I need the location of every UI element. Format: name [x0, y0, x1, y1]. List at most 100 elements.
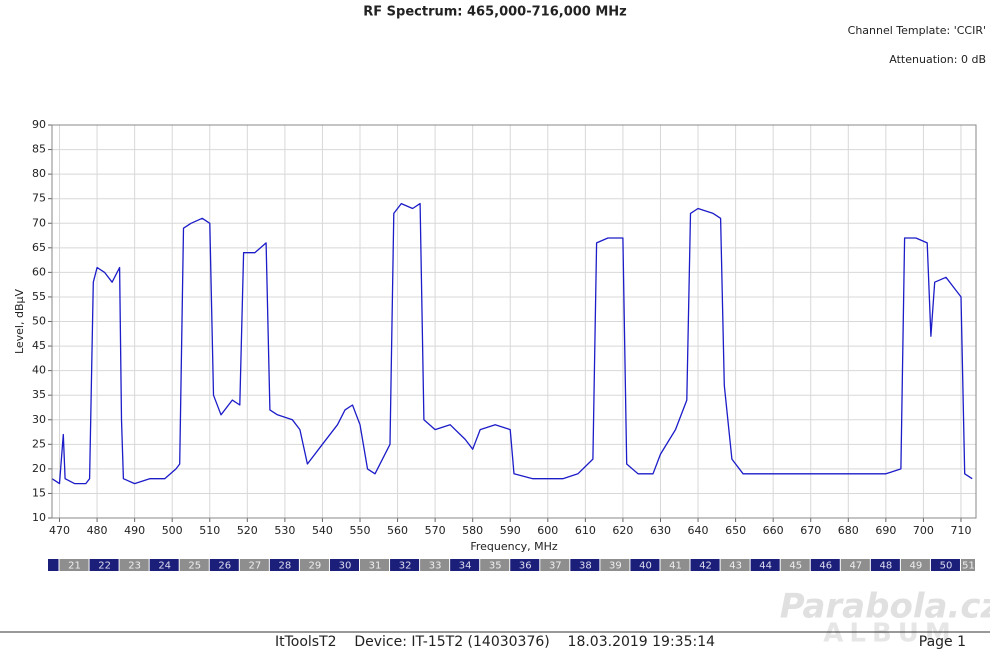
y-tick-label: 15 [32, 486, 46, 499]
y-tick-label: 80 [32, 167, 46, 180]
channel-cell [269, 559, 299, 571]
channel-cell [510, 559, 540, 571]
x-tick-label: 570 [425, 524, 446, 537]
watermark: ALBUM [823, 619, 957, 649]
y-tick-label: 65 [32, 241, 46, 254]
x-tick-label: 560 [387, 524, 408, 537]
x-tick-label: 480 [87, 524, 108, 537]
x-tick-label: 680 [838, 524, 859, 537]
title: RF Spectrum: 465,000-716,000 MHz [363, 5, 627, 20]
channel-cell [450, 559, 480, 571]
x-tick-label: 650 [725, 524, 746, 537]
template: Channel Template: 'CCIR' [848, 24, 986, 37]
channel-cell [89, 559, 119, 571]
y-tick-label: 90 [32, 118, 46, 131]
channel-label: 47 [849, 561, 862, 572]
channel-cell [480, 559, 510, 571]
channel-label: 31 [369, 561, 382, 572]
channel-cell [690, 559, 720, 571]
channel-cell [930, 559, 960, 571]
channel-label: 22 [98, 561, 111, 572]
channel-label: 34 [459, 561, 472, 572]
channel-label: 26 [218, 561, 231, 572]
channel-cell [960, 559, 975, 571]
channel-label: 45 [789, 561, 802, 572]
y-tick-label: 70 [32, 216, 46, 229]
channel-label: 32 [399, 561, 412, 572]
x-tick-label: 510 [199, 524, 220, 537]
y-tick-label: 75 [32, 192, 46, 205]
channel-label: 46 [819, 561, 832, 572]
channel-cell [780, 559, 810, 571]
channel-label: 30 [339, 561, 352, 572]
channel-label: 25 [188, 561, 201, 572]
channel-cell [840, 559, 870, 571]
channel-label: 40 [639, 561, 652, 572]
channel-cell [179, 559, 209, 571]
channel-label: 42 [699, 561, 712, 572]
channel-label: 33 [429, 561, 442, 572]
x-tick-label: 530 [274, 524, 295, 537]
channel-label: 37 [549, 561, 562, 572]
page-number: Page 1 [919, 634, 966, 650]
x-tick-label: 670 [800, 524, 821, 537]
x-tick-label: 640 [688, 524, 709, 537]
y-tick-label: 45 [32, 339, 46, 352]
channel-cell [660, 559, 690, 571]
channel-label: 28 [279, 561, 292, 572]
channel-label: 36 [519, 561, 532, 572]
watermark: Parabola.cz [780, 587, 990, 627]
channel-label: 24 [158, 561, 171, 572]
y-tick-label: 50 [32, 315, 46, 328]
x-tick-label: 700 [913, 524, 934, 537]
channel-cell [600, 559, 630, 571]
y-tick-label: 20 [32, 462, 46, 475]
x-tick-label: 540 [312, 524, 333, 537]
x-tick-label: 690 [875, 524, 896, 537]
x-tick-label: 600 [537, 524, 558, 537]
channel-cell [119, 559, 149, 571]
x-axis-label: Frequency, MHz [470, 540, 558, 553]
channel-label: 39 [609, 561, 622, 572]
channel-label: 38 [579, 561, 592, 572]
channel-cell [360, 559, 390, 571]
footer-text: ItToolsT2 Device: IT-15T2 (14030376) 18.… [275, 634, 715, 650]
channel-label: 44 [759, 561, 772, 572]
x-tick-label: 630 [650, 524, 671, 537]
channel-label: 43 [729, 561, 742, 572]
channel-cell [48, 559, 59, 571]
channel-cell [720, 559, 750, 571]
channel-label: 41 [669, 561, 682, 572]
x-tick-label: 500 [162, 524, 183, 537]
x-tick-label: 580 [462, 524, 483, 537]
x-tick-label: 520 [237, 524, 258, 537]
channel-label: 49 [910, 561, 923, 572]
x-tick-label: 660 [763, 524, 784, 537]
x-tick-label: 590 [500, 524, 521, 537]
y-tick-label: 85 [32, 143, 46, 156]
channel-cell [299, 559, 329, 571]
channel-cell [420, 559, 450, 571]
x-tick-label: 610 [575, 524, 596, 537]
plot-border [51, 124, 977, 519]
channel-cell [810, 559, 840, 571]
y-tick-label: 25 [32, 437, 46, 450]
channel-cell [209, 559, 239, 571]
y-tick-label: 35 [32, 388, 46, 401]
y-tick-label: 60 [32, 265, 46, 278]
attenuation: Attenuation: 0 dB [889, 53, 986, 66]
x-tick-label: 710 [950, 524, 971, 537]
x-tick-label: 620 [612, 524, 633, 537]
channel-label: 21 [68, 561, 81, 572]
channel-cell [540, 559, 570, 571]
channel-cell [900, 559, 930, 571]
x-tick-label: 470 [49, 524, 70, 537]
y-tick-label: 30 [32, 413, 46, 426]
channel-cell [329, 559, 359, 571]
y-tick-label: 40 [32, 364, 46, 377]
channel-label: 48 [879, 561, 892, 572]
x-tick-label: 490 [124, 524, 145, 537]
channel-cell [59, 559, 89, 571]
channel-label: 50 [940, 561, 953, 572]
